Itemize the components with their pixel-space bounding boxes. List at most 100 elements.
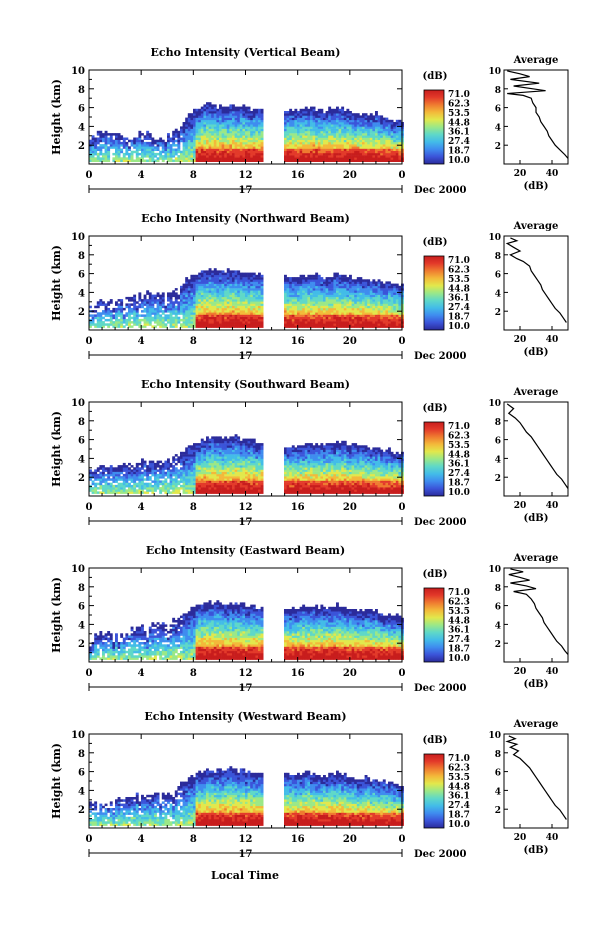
y-tick-label: 8 (78, 85, 85, 96)
heatmap-cell (109, 316, 113, 320)
heatmap-cell (369, 157, 373, 160)
heatmap-cell (356, 310, 360, 313)
heatmap-cell (304, 312, 308, 315)
heatmap-cell (104, 478, 108, 481)
heatmap-cell (317, 150, 321, 154)
heatmap-cell (349, 279, 352, 282)
heatmap-cell (349, 321, 352, 324)
heatmap-cell (336, 321, 339, 324)
heatmap-cell (146, 476, 150, 479)
heatmap-cell (294, 288, 298, 291)
heatmap-cell (104, 480, 108, 483)
heatmap-cell (284, 290, 287, 293)
heatmap-cell (289, 307, 293, 311)
heatmap-cell (333, 290, 337, 293)
heatmap-cell (203, 290, 207, 293)
heatmap-cell (169, 465, 173, 468)
heatmap-cell (195, 314, 199, 317)
heatmap-cell (320, 126, 324, 129)
heatmap-cell (362, 157, 365, 160)
heatmap-cell (115, 301, 118, 304)
heatmap-cell (380, 321, 384, 324)
heatmap-cell (323, 152, 326, 156)
heatmap-cell (299, 292, 303, 295)
heatmap-cell (299, 281, 303, 284)
heatmap-cell (330, 294, 334, 298)
heatmap-cell (125, 491, 129, 494)
heatmap-cell (252, 283, 256, 287)
heatmap-cell (304, 325, 308, 328)
heatmap-cell (198, 305, 202, 309)
heatmap-cell (258, 312, 261, 315)
heatmap-cell (102, 312, 105, 315)
heatmap-cell (219, 115, 222, 118)
heatmap-cell (297, 323, 300, 326)
heatmap-cell (338, 314, 342, 317)
heatmap-cell (247, 119, 251, 123)
heatmap-cell (200, 325, 204, 328)
heatmap-cell (323, 290, 326, 293)
heatmap-cell (221, 137, 225, 140)
heatmap-cell (351, 137, 355, 140)
heatmap-cell (330, 148, 334, 151)
heatmap-cell (247, 144, 251, 147)
heatmap-cell (185, 148, 189, 151)
heatmap-cell (125, 465, 129, 468)
heatmap-cell (109, 469, 113, 472)
heatmap-cell (315, 155, 319, 158)
heatmap-cell (393, 296, 397, 300)
heatmap-cell (260, 119, 264, 123)
heatmap-cell (203, 128, 207, 132)
heatmap-cell (200, 139, 204, 143)
heatmap-cell (398, 307, 402, 311)
heatmap-cell (224, 117, 228, 121)
heatmap-cell (208, 111, 212, 114)
heatmap-cell (252, 272, 256, 276)
heatmap-cell (208, 113, 212, 116)
heatmap-cell (297, 279, 300, 282)
heatmap-cell (224, 272, 228, 276)
heatmap-cell (382, 130, 386, 134)
heatmap-cell (364, 323, 368, 326)
heatmap-cell (91, 135, 95, 138)
heatmap-cell (112, 489, 116, 492)
heatmap-cell (260, 157, 264, 160)
heatmap-cell (294, 303, 298, 306)
heatmap-cell (216, 285, 220, 289)
heatmap-cell (291, 279, 295, 282)
heatmap-cell (304, 323, 308, 326)
heatmap-cell (180, 296, 183, 300)
heatmap-cell (115, 323, 118, 326)
heatmap-cell (385, 312, 389, 315)
heatmap-cell (369, 316, 373, 320)
heatmap-cell (164, 146, 168, 149)
heatmap-cell (294, 148, 298, 151)
heatmap-cell (187, 299, 191, 302)
heatmap-cell (190, 141, 194, 145)
heatmap-cell (213, 113, 217, 116)
heatmap-cell (148, 296, 152, 300)
heatmap-cell (299, 117, 303, 121)
heatmap-cell (343, 321, 347, 324)
heatmap-cell (239, 299, 243, 302)
heatmap-cell (156, 478, 160, 481)
heatmap-cell (299, 316, 303, 320)
heatmap-cell (180, 318, 183, 322)
heatmap-cell (156, 305, 160, 309)
heatmap-cell (237, 279, 241, 282)
heatmap-cell (302, 274, 306, 278)
heatmap-cell (224, 106, 228, 110)
heatmap-cell (146, 152, 150, 156)
heatmap-cell (206, 288, 209, 291)
heatmap-cell (310, 106, 313, 110)
date-label: 17 (239, 185, 253, 196)
heatmap-cell (333, 314, 337, 317)
heatmap-cell (343, 318, 347, 322)
heatmap-cell (315, 135, 319, 138)
heatmap-cell (99, 321, 103, 324)
heatmap-cell (206, 102, 209, 105)
heatmap-cell (367, 292, 371, 295)
heatmap-cell (206, 157, 209, 160)
heatmap-cell (291, 303, 295, 306)
heatmap-cell (102, 159, 105, 162)
